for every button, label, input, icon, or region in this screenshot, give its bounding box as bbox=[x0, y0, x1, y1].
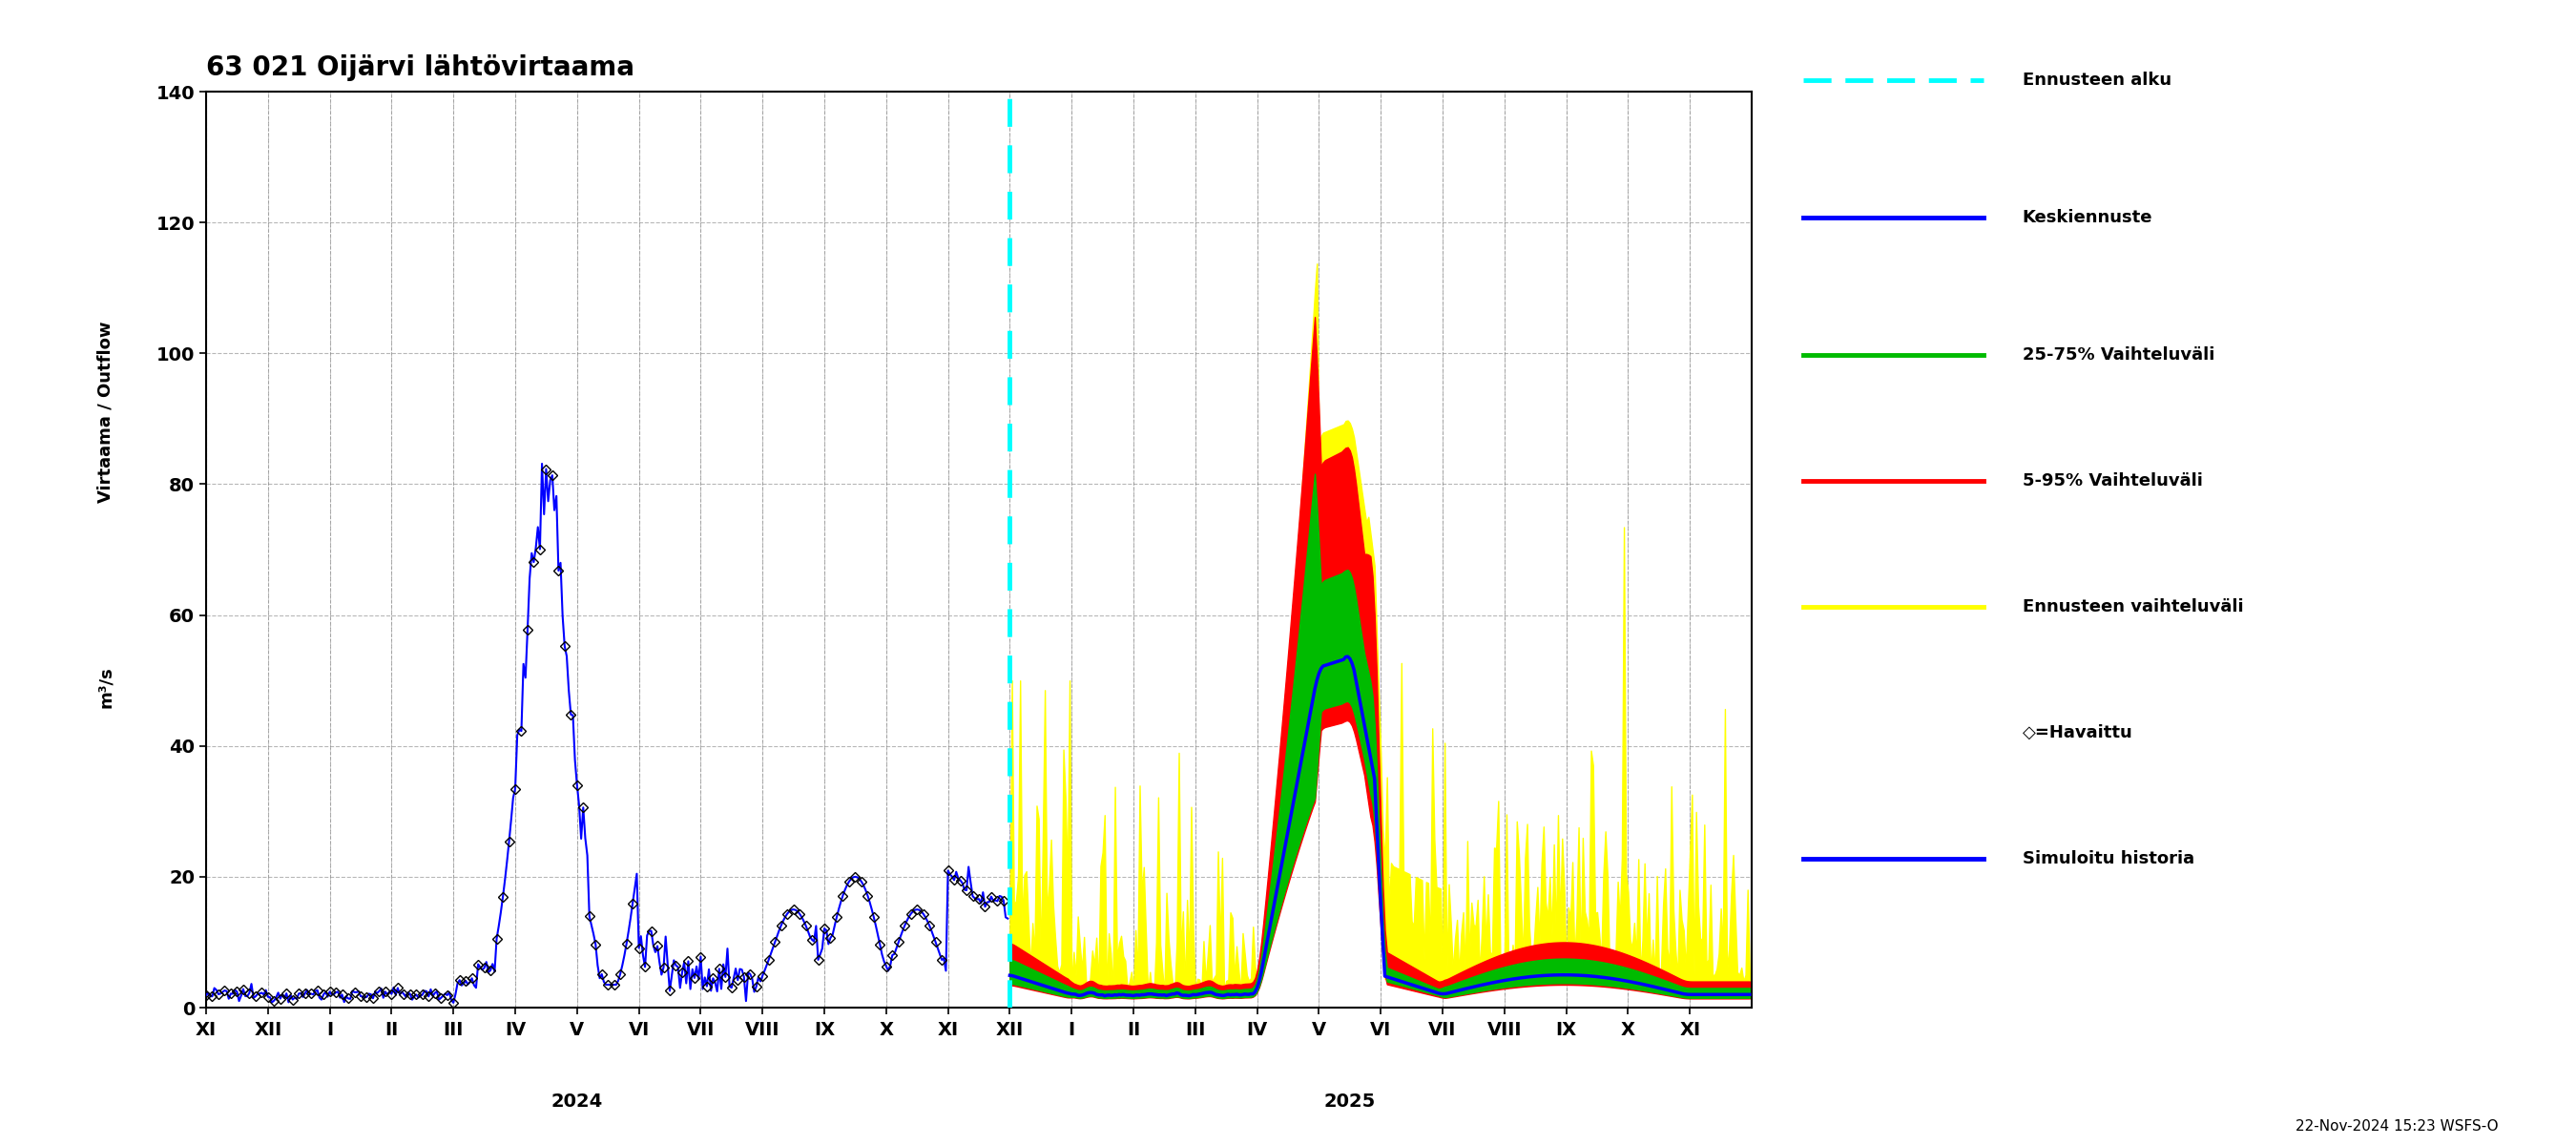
Text: Keskiennuste: Keskiennuste bbox=[2022, 208, 2154, 226]
Text: 2024: 2024 bbox=[551, 1092, 603, 1111]
Text: m³/s: m³/s bbox=[98, 666, 113, 708]
Text: 25-75% Vaihteluväli: 25-75% Vaihteluväli bbox=[2022, 347, 2215, 364]
Text: 22-Nov-2024 15:23 WSFS-O: 22-Nov-2024 15:23 WSFS-O bbox=[2295, 1120, 2499, 1134]
Text: Ennusteen alku: Ennusteen alku bbox=[2022, 71, 2172, 88]
Text: 63 021 Oijärvi lähtövirtaama: 63 021 Oijärvi lähtövirtaama bbox=[206, 55, 634, 81]
Text: ◇=Havaittu: ◇=Havaittu bbox=[2022, 724, 2133, 742]
Text: 2025: 2025 bbox=[1324, 1092, 1376, 1111]
Text: Ennusteen vaihteluväli: Ennusteen vaihteluväli bbox=[2022, 598, 2244, 616]
Text: Virtaama / Outflow: Virtaama / Outflow bbox=[98, 322, 113, 503]
Text: 5-95% Vaihteluväli: 5-95% Vaihteluväli bbox=[2022, 472, 2202, 490]
Text: Simuloitu historia: Simuloitu historia bbox=[2022, 850, 2195, 868]
